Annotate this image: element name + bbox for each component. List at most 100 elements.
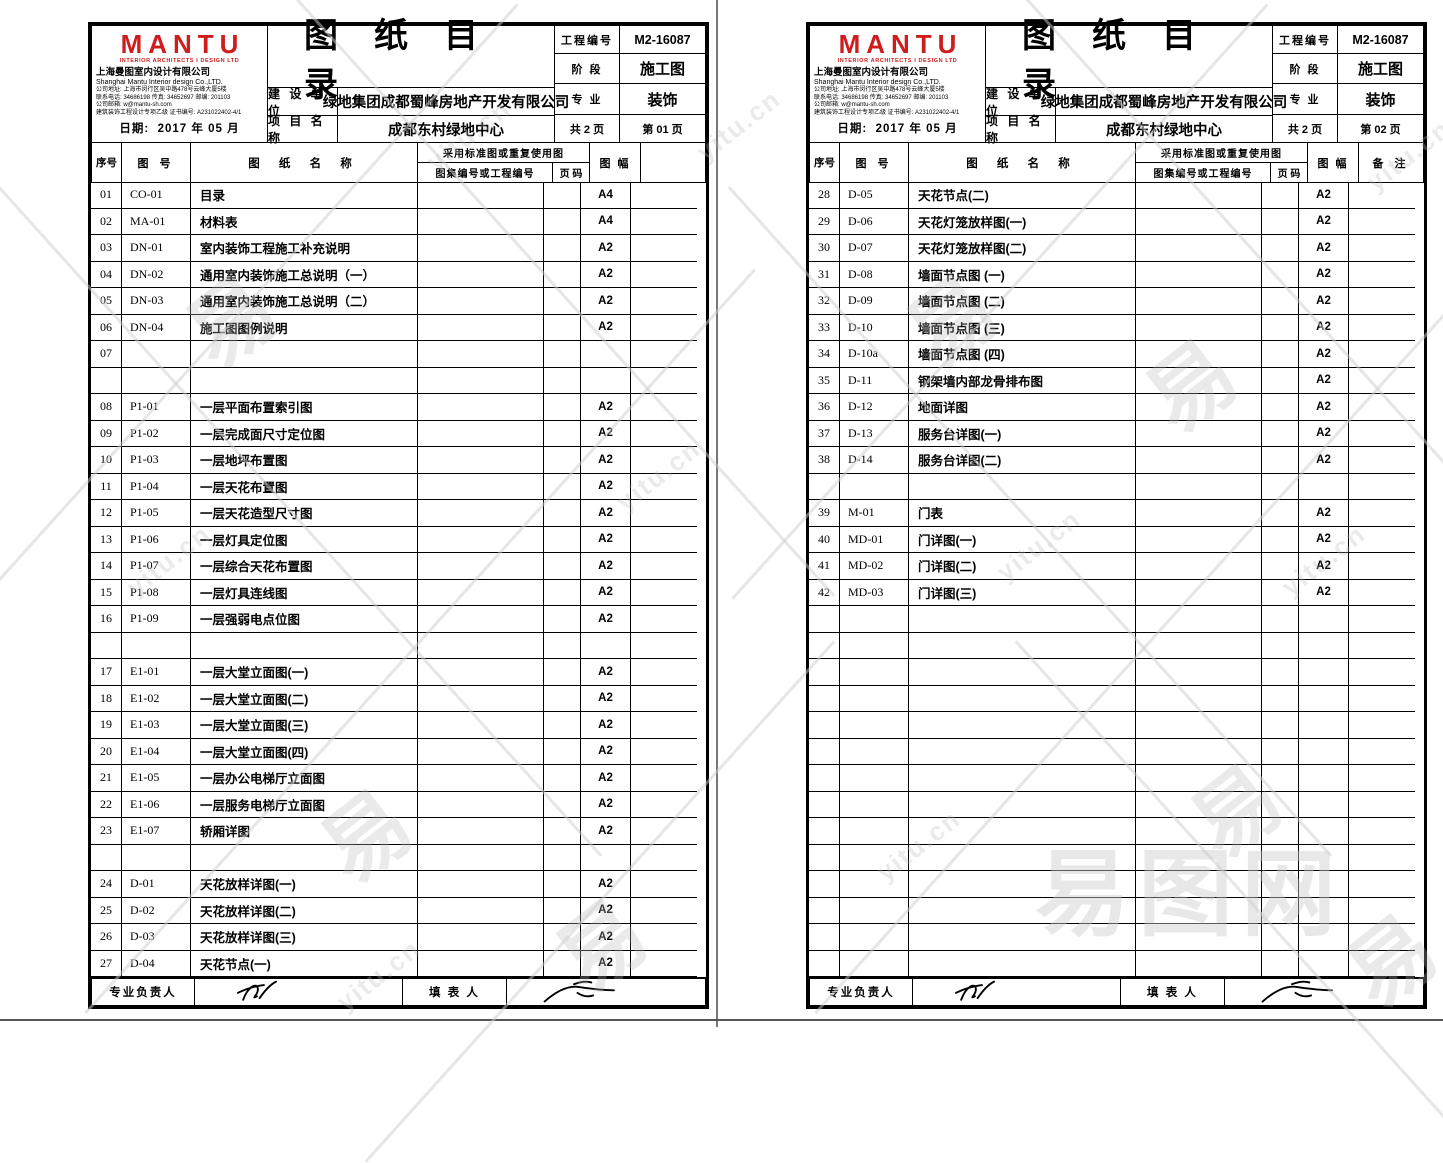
cell-drawing-no: P1-02: [122, 420, 191, 447]
discipline-value: 装饰: [1337, 83, 1424, 115]
cell-remark: [1349, 447, 1415, 474]
cell-seq: 34: [809, 341, 840, 368]
cell-page: [544, 632, 581, 659]
cell-remark: [631, 871, 697, 898]
cell-drawing-name: [909, 950, 1136, 977]
sheet-title: 图纸目录: [267, 17, 555, 104]
cell-size: [1299, 712, 1349, 739]
cell-remark: [631, 792, 697, 818]
cell-page: [1262, 712, 1299, 739]
table-row: 20 E1-04 一层大堂立面图(四) A2: [91, 738, 706, 765]
cell-seq: 21: [91, 765, 122, 792]
cell-size: A2: [1299, 420, 1349, 447]
cell-size: [1299, 924, 1349, 951]
cell-seq: 25: [91, 897, 122, 924]
column-header-size: 图 幅: [589, 142, 641, 183]
cell-seq: 23: [91, 818, 122, 845]
cell-remark: [1349, 262, 1415, 288]
cell-seq: 05: [91, 288, 122, 315]
cell-atlas-no: [1136, 235, 1262, 262]
title-block-company-cell: MANTU INTERIOR ARCHITECTS I DESIGN LTD 上…: [91, 25, 268, 143]
lead-engineer-label: 专业负责人: [91, 977, 195, 1006]
cell-atlas-no: [1136, 659, 1262, 686]
cell-atlas-no: [1136, 447, 1262, 474]
cell-remark: [631, 924, 697, 951]
cell-seq: 04: [91, 261, 122, 288]
cell-size: A2: [581, 924, 631, 951]
scan-page-divider: [716, 0, 718, 1027]
cell-atlas-no: [1136, 924, 1262, 951]
cell-drawing-name: 一层大堂立面图(一): [191, 659, 418, 686]
company-name-cn: 上海曼图室内设计有限公司: [96, 67, 211, 78]
client-value: 绿地集团成都蜀峰房地产开发有限公司: [1041, 87, 1287, 116]
cell-drawing-name: 一层大堂立面图(二): [191, 685, 418, 712]
cell-drawing-name: 门详图(一): [909, 526, 1136, 553]
cell-atlas-no: [418, 871, 544, 898]
cell-drawing-name: 一层办公电梯厅立面图: [191, 765, 418, 792]
cell-drawing-no: [840, 791, 909, 818]
cell-remark: [1349, 871, 1415, 898]
cell-page: [1262, 261, 1299, 288]
company-contact: 联系电话: 34686198 传真: 34652697 邮编: 201103: [96, 94, 231, 101]
cell-drawing-name: 通用室内装饰施工总说明（一）: [191, 261, 418, 288]
table-row: 12 P1-05 一层天花造型尺寸图 A2: [91, 500, 706, 527]
table-row: 16 P1-09 一层强弱电点位图 A2: [91, 606, 706, 633]
cell-drawing-no: E1-04: [122, 738, 191, 765]
table-row: 30 D-07 天花灯笼放样图(二) A2: [809, 235, 1424, 262]
form-filler-label: 填 表 人: [402, 977, 507, 1006]
cell-remark: [1349, 580, 1415, 606]
table-row: [809, 632, 1424, 659]
cell-size: A2: [581, 659, 631, 686]
cell-page: [544, 182, 581, 209]
cell-seq: 14: [91, 553, 122, 580]
cell-page: [544, 447, 581, 474]
pages-total: 共 2 页: [554, 114, 620, 143]
cell-seq: 36: [809, 394, 840, 421]
cell-drawing-no: [122, 367, 191, 394]
cell-page: [1262, 632, 1299, 659]
cell-seq: [809, 818, 840, 845]
cell-remark: [631, 368, 697, 394]
cell-drawing-name: 通用室内装饰施工总说明（二）: [191, 288, 418, 315]
stage-value: 施工图: [1337, 53, 1424, 84]
cell-size: A2: [1299, 526, 1349, 553]
cell-atlas-no: [418, 500, 544, 527]
cell-drawing-name: 门详图(三): [909, 579, 1136, 606]
cell-drawing-name: [191, 341, 418, 368]
cell-drawing-name: [909, 712, 1136, 739]
cell-drawing-no: E1-02: [122, 685, 191, 712]
cell-size: A4: [581, 208, 631, 235]
cell-drawing-name: 天花灯笼放样图(一): [909, 208, 1136, 235]
project-value: 成都东村绿地中心: [1055, 115, 1273, 143]
cell-size: A2: [1299, 182, 1349, 209]
table-row: 40 MD-01 门详图(一) A2: [809, 526, 1424, 553]
cell-seq: [809, 897, 840, 924]
cell-atlas-no: [418, 659, 544, 686]
cell-remark: [631, 712, 697, 739]
cell-page: [544, 394, 581, 421]
mantu-logo-subtitle: INTERIOR ARCHITECTS I DESIGN LTD: [837, 58, 958, 64]
discipline-label: 专 业: [1272, 83, 1338, 115]
cell-drawing-name: 材料表: [191, 208, 418, 235]
cell-remark: [631, 341, 697, 368]
cell-drawing-name: 服务台详图(一): [909, 420, 1136, 447]
cell-atlas-no: [1136, 182, 1262, 209]
cell-atlas-no: [1136, 871, 1262, 898]
table-row: 17 E1-01 一层大堂立面图(一) A2: [91, 659, 706, 686]
cell-seq: 03: [91, 235, 122, 262]
cell-drawing-no: DN-04: [122, 314, 191, 341]
cell-size: A2: [581, 500, 631, 527]
cell-atlas-no: [418, 314, 544, 341]
cell-seq: [91, 367, 122, 394]
stage-label: 阶 段: [1272, 53, 1338, 84]
cell-drawing-no: D-05: [840, 182, 909, 209]
cell-size: A2: [581, 235, 631, 262]
cell-size: [581, 341, 631, 368]
cell-remark: [1349, 315, 1415, 341]
column-header-atlas-no: 图集编号或工程编号: [417, 162, 553, 183]
cell-seq: 24: [91, 871, 122, 898]
cell-atlas-no: [1136, 473, 1262, 500]
cell-size: A2: [581, 950, 631, 977]
table-row: 34 D-10a 墙面节点图 (四) A2: [809, 341, 1424, 368]
table-row: 05 DN-03 通用室内装饰施工总说明（二） A2: [91, 288, 706, 315]
